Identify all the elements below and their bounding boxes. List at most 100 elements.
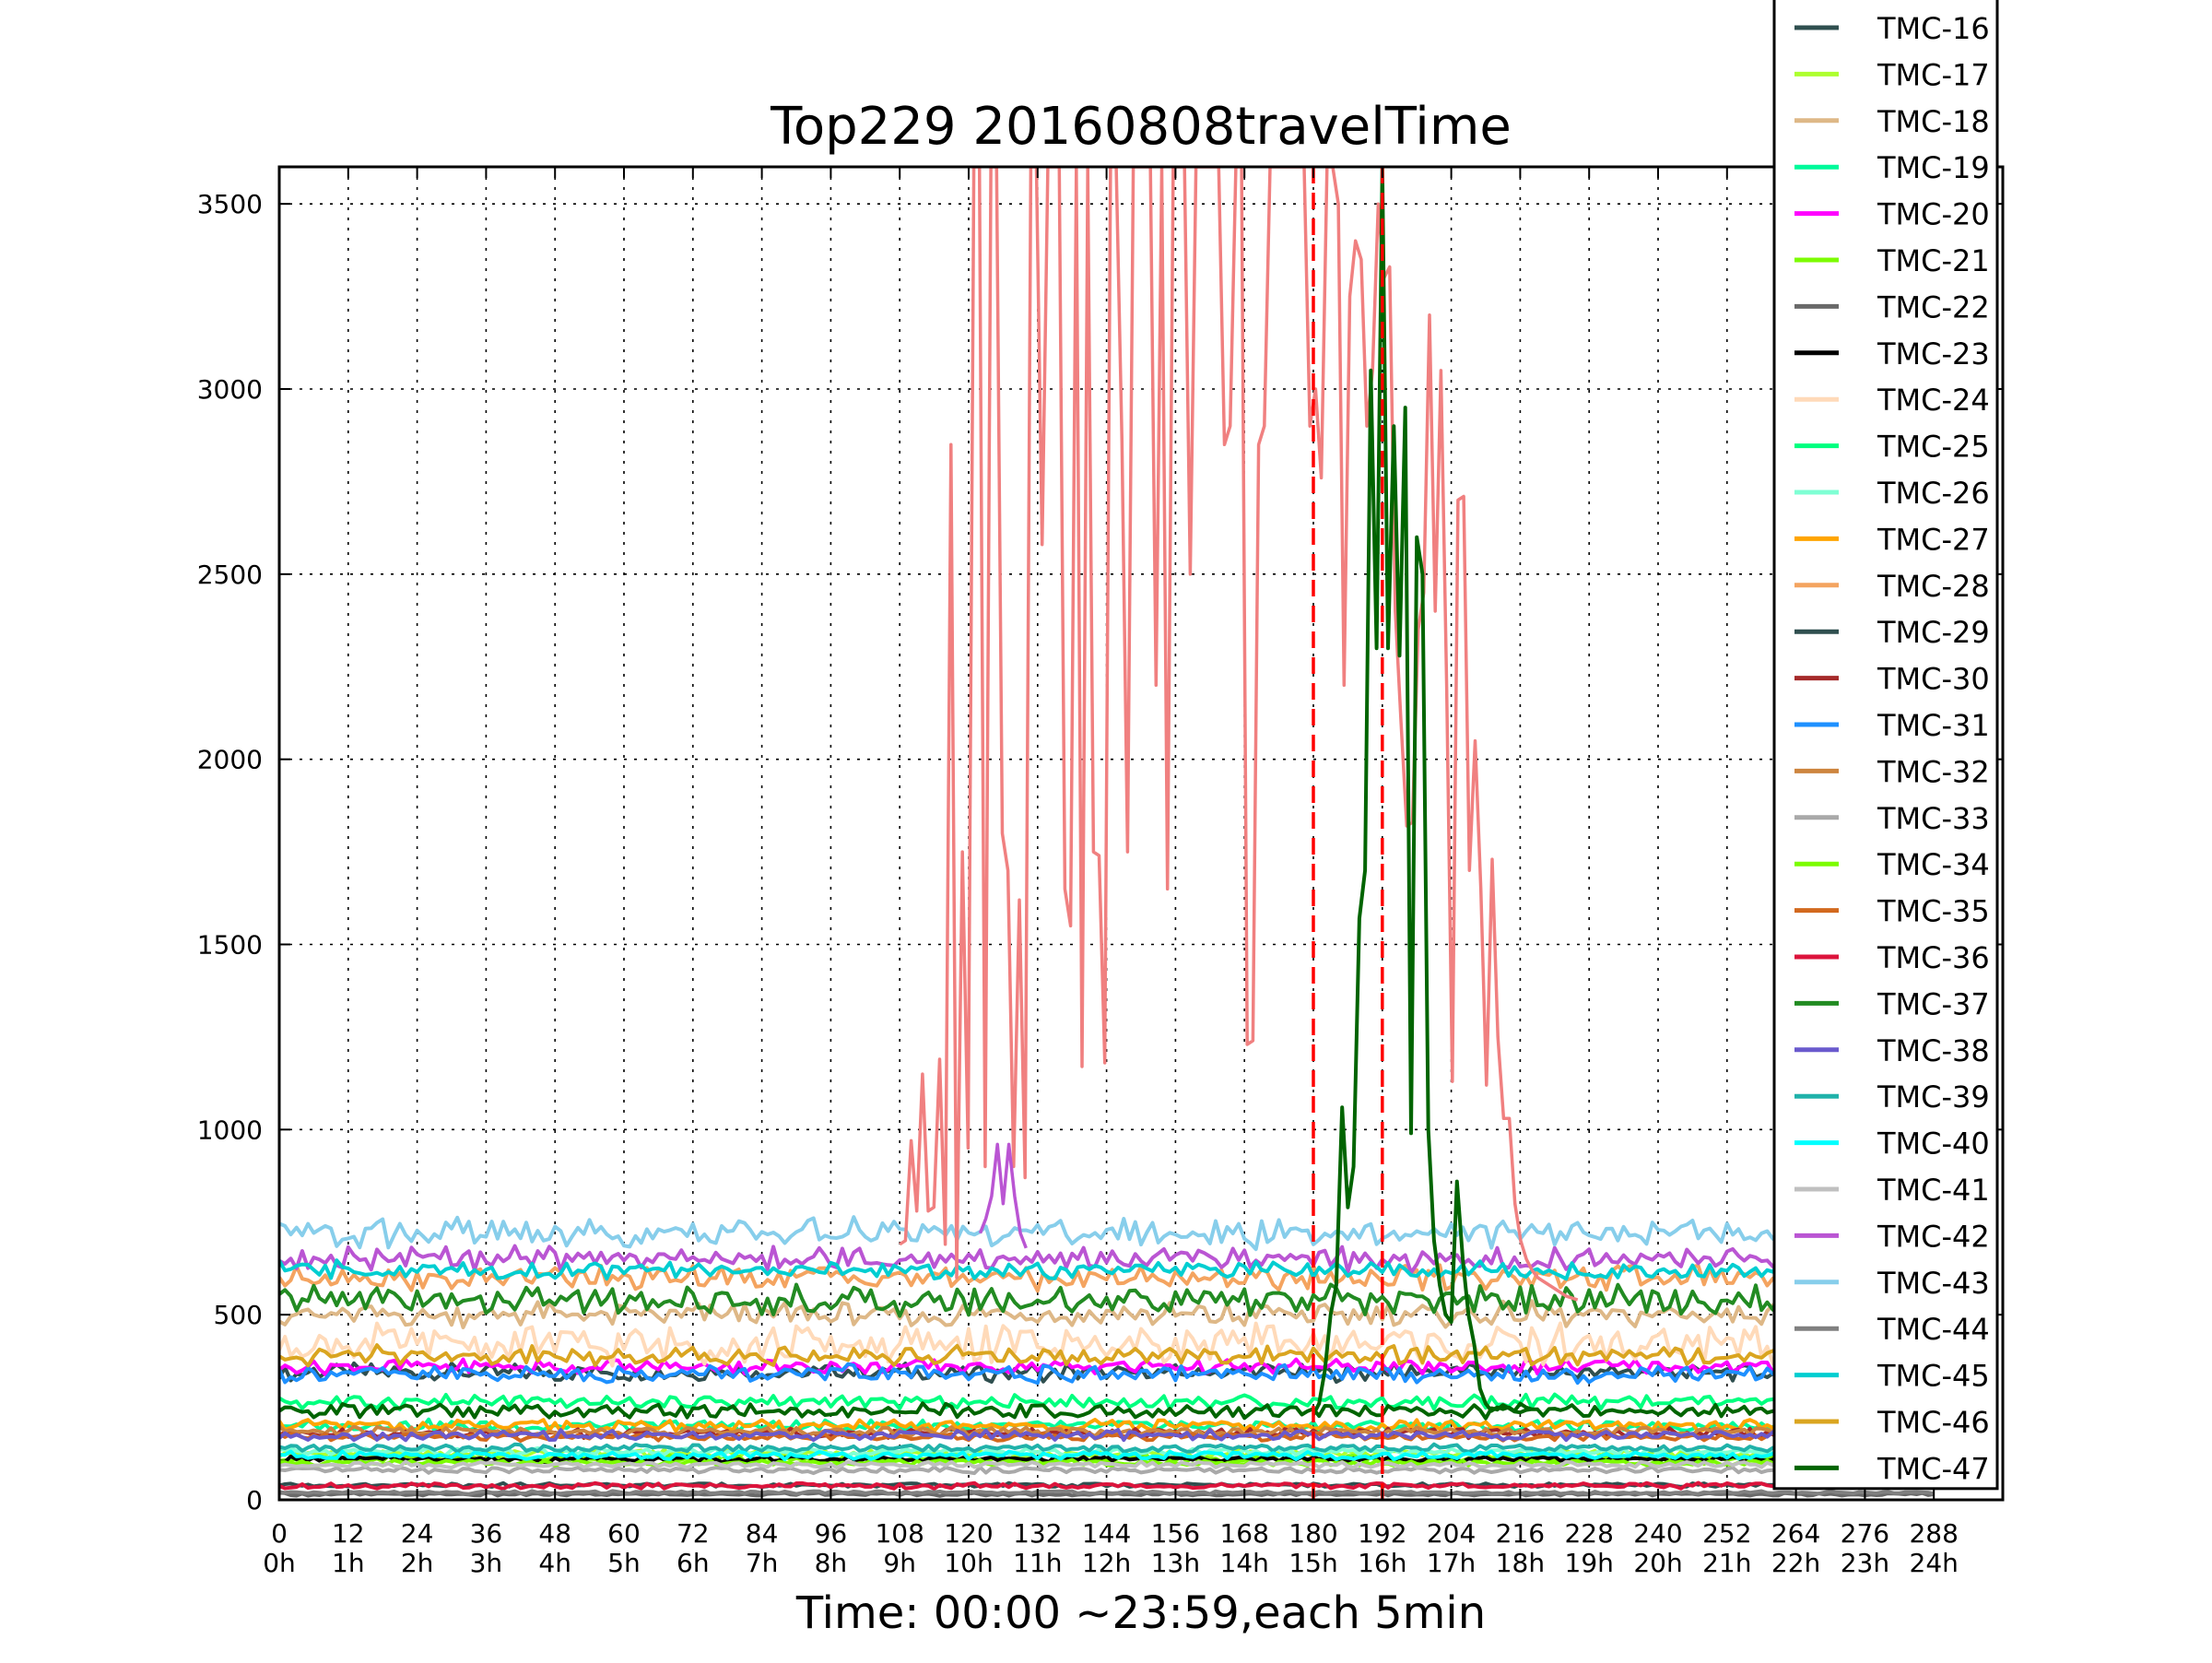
x-tick-label: 132 [1013,1518,1062,1549]
x-tick-hour-label: 14h [1220,1548,1269,1578]
x-tick-hour-label: 11h [1013,1548,1062,1578]
legend-label: TMC-28 [1877,569,1990,604]
legend-label: TMC-22 [1877,289,1990,324]
x-tick-label: 84 [746,1518,779,1549]
x-tick-label: 276 [1841,1518,1889,1549]
y-tick-label: 1000 [197,1115,263,1145]
series-line-tmc-41 [279,1459,1936,1470]
legend-label: TMC-25 [1877,430,1990,465]
series-line-tmc-27 [279,1418,1935,1434]
x-tick-hour-label: 24h [1910,1548,1959,1578]
legend-label: TMC-39 [1877,1079,1990,1115]
x-tick-label: 168 [1219,1518,1268,1549]
x-tick-hour-label: 21h [1702,1548,1751,1578]
x-tick-label: 72 [677,1518,710,1549]
y-tick-label: 3000 [197,374,263,405]
x-tick-hour-label: 17h [1427,1548,1476,1578]
x-tick-hour-label: 12h [1082,1548,1131,1578]
overlay-series-line [1312,167,1533,1416]
x-tick-label: 180 [1288,1518,1337,1549]
y-tick-label: 2500 [197,560,263,590]
chart-title: Top229 20160808travelTime [770,97,1512,157]
legend-label: TMC-43 [1877,1266,1990,1301]
x-tick-hour-label: 8h [815,1548,848,1578]
legend-label: TMC-41 [1877,1173,1990,1208]
series-line-tmc-18 [279,1299,1936,1329]
legend-label: TMC-27 [1877,522,1990,557]
x-tick-label: 264 [1771,1518,1820,1549]
x-tick-label: 12 [332,1518,365,1549]
legend-label: TMC-37 [1877,986,1990,1021]
legend-label: TMC-46 [1877,1405,1990,1440]
x-tick-label: 240 [1633,1518,1682,1549]
y-tick-label: 3500 [197,189,263,219]
x-tick-label: 252 [1702,1518,1751,1549]
legend-label: TMC-47 [1877,1451,1990,1486]
legend-label: TMC-44 [1877,1312,1990,1347]
legend-label: TMC-42 [1877,1219,1990,1254]
y-tick-label: 500 [214,1300,263,1330]
x-tick-label: 216 [1496,1518,1545,1549]
legend-label: TMC-31 [1877,708,1990,743]
x-tick-label: 144 [1082,1518,1131,1549]
series-line-tmc-45 [279,1258,1936,1281]
x-tick-hour-label: 3h [470,1548,503,1578]
x-tick-label: 24 [401,1518,434,1549]
legend-label: TMC-24 [1877,383,1990,418]
legend-label: TMC-16 [1877,11,1990,46]
series-line-tmc-47 [279,1401,1935,1421]
legend-label: TMC-17 [1877,57,1990,92]
y-tick-label: 1500 [197,930,263,961]
x-tick-hour-label: 1h [332,1548,365,1578]
x-tick-hour-label: 15h [1288,1548,1337,1578]
series-line-tmc-36 [279,1480,1936,1491]
x-tick-hour-label: 13h [1151,1548,1200,1578]
legend-box [1772,0,1999,1491]
plot-frame [277,165,2005,1502]
x-tick-label: 36 [470,1518,503,1549]
x-tick-label: 48 [538,1518,571,1549]
x-tick-hour-label: 6h [677,1548,710,1578]
series-line-tmc-42 [279,1244,1936,1275]
legend-label: TMC-29 [1877,615,1990,650]
legend-label: TMC-36 [1877,940,1990,975]
x-tick-hour-label: 7h [746,1548,779,1578]
legend-label: TMC-21 [1877,243,1990,278]
series-line-tmc-25 [279,1392,1935,1411]
series-line-tmc-33 [279,1465,1935,1476]
series-line-tmc-38 [279,1428,1936,1443]
x-tick-hour-label: 9h [883,1548,916,1578]
legend-label: TMC-30 [1877,662,1990,697]
legend-label: TMC-26 [1877,476,1990,511]
legend-label: TMC-35 [1877,894,1990,929]
y-tick-label: 0 [246,1485,263,1516]
series-line-tmc-20 [279,1357,1936,1376]
x-tick-hour-label: 4h [538,1548,571,1578]
legend: TMC-16 TMC-17 TMC-18 TMC-19 TMC-20 TMC-21 TMC-… [1772,0,1999,1491]
x-tick-label: 204 [1427,1518,1476,1549]
x-tick-label: 0 [271,1518,288,1549]
legend-label: TMC-18 [1877,104,1990,139]
legend-label: TMC-20 [1877,197,1990,232]
x-axis-label: Time: 00:00 ~23:59,each 5min [795,1587,1486,1639]
legend-label: TMC-40 [1877,1126,1990,1162]
x-tick-hour-label: 10h [944,1548,993,1578]
x-tick-hour-label: 18h [1496,1548,1545,1578]
x-tick-label: 60 [607,1518,641,1549]
legend-label: TMC-34 [1877,847,1990,882]
x-tick-label: 288 [1909,1518,1958,1549]
x-tick-label: 96 [815,1518,848,1549]
x-tick-hour-label: 20h [1633,1548,1682,1578]
x-tick-label: 156 [1151,1518,1200,1549]
series-line-tmc-28 [279,1263,1936,1293]
legend-label: TMC-23 [1877,336,1990,372]
series-line-tmc-46 [279,1343,1935,1368]
overlay-series-line [978,1142,1028,1249]
legend-label: TMC-33 [1877,801,1990,836]
x-tick-label: 192 [1358,1518,1406,1549]
x-tick-hour-label: 23h [1841,1548,1889,1578]
series-line-tmc-37 [279,1282,1936,1318]
series-line-tmc-40 [279,1449,1936,1462]
